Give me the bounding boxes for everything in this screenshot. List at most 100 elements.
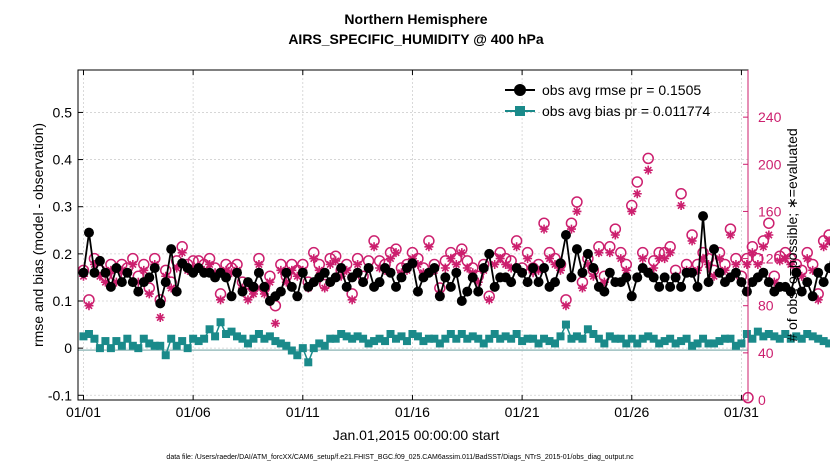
chart-title: Northern Hemisphere [344, 11, 487, 27]
x-tick-label: 01/01 [66, 404, 101, 420]
bias-point [513, 330, 521, 338]
rmse-point [358, 277, 368, 287]
rmse-point [386, 268, 396, 278]
rmse-point [709, 244, 719, 254]
rmse-point [698, 211, 708, 221]
rmse-point [451, 268, 461, 278]
bias-point [107, 344, 115, 352]
rmse-point [577, 268, 587, 278]
rmse-point [479, 263, 489, 273]
rmse-point [254, 268, 264, 278]
rmse-point [128, 277, 138, 287]
obs-evaluated-point [392, 248, 401, 257]
bias-point [551, 339, 559, 347]
bias-point [178, 337, 186, 345]
legend-rmse-marker [514, 84, 526, 96]
y-right-tick-label: 240 [758, 109, 782, 125]
bias-point [96, 344, 104, 352]
rmse-point [819, 277, 829, 287]
rmse-point [758, 268, 768, 278]
rmse-point [621, 272, 631, 282]
obs-evaluated-point [353, 260, 362, 269]
rmse-point [742, 287, 752, 297]
bias-point [578, 335, 586, 343]
data-file-footnote: data file: /Users/raeder/DAI/ATM_forcXX/… [166, 454, 634, 461]
rmse-point [632, 272, 642, 282]
rmse-point [100, 268, 110, 278]
obs-evaluated-point [616, 254, 625, 263]
rmse-point [396, 272, 406, 282]
bias-point [101, 337, 109, 345]
obs-evaluated-point [254, 260, 263, 269]
obs-possible-point [572, 197, 582, 207]
rmse-point [375, 277, 385, 287]
rmse-point [539, 263, 549, 273]
rmse-point [534, 277, 544, 287]
rmse-point [731, 268, 741, 278]
rmse-point [671, 272, 681, 282]
y-right-tick-label: 40 [758, 345, 774, 361]
obs-evaluated-point [611, 231, 620, 240]
rmse-point [232, 268, 242, 278]
obs-evaluated-point [627, 207, 636, 216]
obs-evaluated-point [578, 284, 587, 293]
rmse-point [364, 263, 374, 273]
bias-point [167, 335, 175, 343]
rmse-point [572, 244, 582, 254]
rmse-point [555, 258, 565, 268]
rmse-point [446, 282, 456, 292]
obs-evaluated-point [726, 231, 735, 240]
rmse-point [276, 287, 286, 297]
rmse-point [605, 268, 615, 278]
bias-point [321, 342, 329, 350]
bias-point [304, 358, 312, 366]
bias-point [134, 344, 142, 352]
obs-evaluated-point [128, 260, 137, 269]
obs-evaluated-point [748, 248, 757, 257]
obs-evaluated-point [156, 313, 165, 322]
bias-point [600, 339, 608, 347]
y-left-tick-label: -0.1 [48, 387, 72, 403]
rmse-point [654, 282, 664, 292]
y-axis-label-right: # of obs: o=possible; ∗=evaluated [784, 128, 800, 341]
bias-point [123, 335, 131, 343]
obs-evaluated-point [742, 260, 751, 269]
x-tick-label: 01/21 [505, 404, 540, 420]
obs-evaluated-point [205, 260, 214, 269]
bias-point [556, 332, 564, 340]
obs-evaluated-point [731, 260, 740, 269]
obs-evaluated-point [540, 225, 549, 234]
obs-evaluated-point [666, 248, 675, 257]
bias-point [381, 337, 389, 345]
rmse-point [429, 263, 439, 273]
rmse-point [583, 249, 593, 259]
rmse-point [227, 291, 237, 301]
rmse-point [588, 263, 598, 273]
bias-point [162, 351, 170, 359]
rmse-point [462, 287, 472, 297]
obs-evaluated-point [688, 236, 697, 245]
rmse-point [84, 228, 94, 238]
rmse-point [484, 249, 494, 259]
rmse-point [808, 291, 818, 301]
rmse-point [172, 287, 182, 297]
rmse-point [687, 268, 697, 278]
obs-evaluated-point [309, 254, 318, 263]
obs-evaluated-point [644, 166, 653, 175]
legend-bias-label: obs avg bias pr = 0.011774 [542, 103, 710, 119]
rmse-point [490, 282, 500, 292]
rmse-point [813, 268, 823, 278]
rmse-point [660, 272, 670, 282]
obs-evaluated-point [803, 254, 812, 263]
rmse-point [221, 272, 231, 282]
rmse-point [627, 291, 637, 301]
data-layer [78, 153, 830, 402]
obs-evaluated-point [485, 295, 494, 304]
rmse-point [550, 277, 560, 287]
obs-evaluated-point [764, 231, 773, 240]
rmse-point [342, 282, 352, 292]
obs-evaluated-point [594, 248, 603, 257]
rmse-point [292, 291, 302, 301]
rmse-point [824, 263, 830, 273]
